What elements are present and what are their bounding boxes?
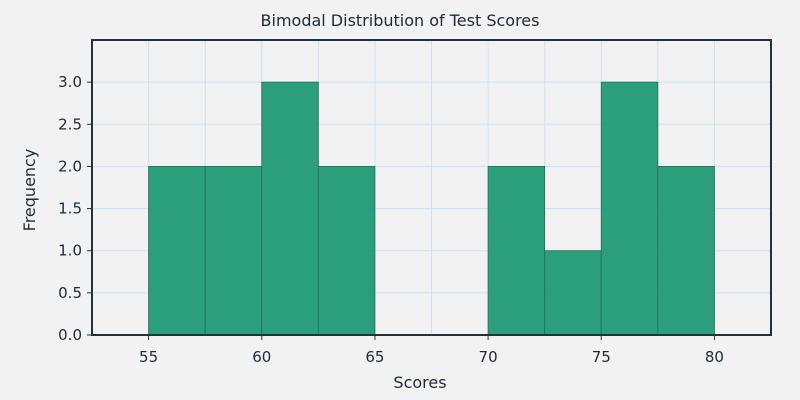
x-axis-ticks: 55 60 65 70 75 80 — [139, 335, 724, 366]
y-tick-label: 3.0 — [58, 73, 82, 91]
x-tick-label: 60 — [252, 348, 271, 366]
y-tick-label: 0.5 — [58, 284, 82, 302]
histogram-bar — [544, 250, 602, 336]
chart-title: Bimodal Distribution of Test Scores — [261, 11, 540, 30]
y-tick-label: 2.0 — [58, 157, 82, 175]
y-tick-label: 2.5 — [58, 115, 82, 133]
y-tick-label: 1.0 — [58, 242, 82, 260]
x-axis-label: Scores — [393, 373, 446, 392]
histogram-bar — [261, 81, 319, 336]
y-axis-label: Frequency — [20, 149, 39, 232]
histogram-bar — [148, 166, 206, 336]
x-tick-label: 75 — [592, 348, 611, 366]
histogram-bar — [317, 166, 376, 336]
histogram-bar — [487, 166, 546, 336]
y-axis-ticks: 0.0 0.5 1.0 1.5 2.0 2.5 3.0 — [58, 73, 92, 344]
plot-frame — [91, 39, 772, 336]
x-tick-label: 80 — [705, 348, 724, 366]
histogram-bars — [148, 81, 715, 336]
y-tick-label: 0.0 — [58, 326, 82, 344]
histogram-bar — [657, 166, 715, 336]
x-tick-label: 55 — [139, 348, 158, 366]
histogram-bar — [204, 166, 263, 336]
x-tick-label: 70 — [479, 348, 498, 366]
x-tick-label: 65 — [365, 348, 384, 366]
y-tick-label: 1.5 — [58, 200, 82, 218]
histogram-bar — [600, 81, 659, 336]
